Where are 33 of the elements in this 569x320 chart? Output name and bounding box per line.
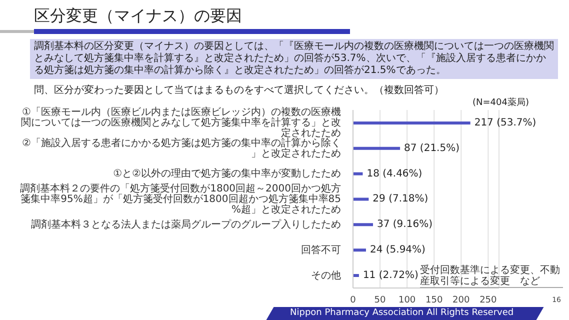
x-tick-label: 250 [480,295,498,306]
bar [353,198,369,201]
data-label: 87 (21.5%) [404,142,460,154]
bar [353,223,374,226]
x-tick-label: 0 [350,295,356,306]
bar [353,172,363,176]
data-label: 29 (7.18%) [372,194,428,205]
data-label: 11 (2.72%) [362,270,419,282]
y-tick-label: 回答不可 [301,243,341,256]
y-tick-label: ②「施設入居する患者にかかる処方箋は処方箋の集中率の計算から除く」と改定されたため [22,136,341,159]
text: 問、区分が変わった要因として当てはまるものをすべて選択してください。（複数回答可） [34,84,444,97]
text: Nippon Pharmacy Association All Rights Reserved [290,307,514,320]
x-tick-label: 150 [426,295,443,306]
x-tick-label: 200 [452,295,470,306]
data-label: 18 (4.46%) [366,168,422,180]
y-tick-label: その他 [311,268,341,281]
y-tick-label: 調剤基本料２の要件の「処方箋受付回数が1800回超～2000回かつ処方箋集中率95%超」が「処方箋受付回数が1800回超かつ処方箋集中率85%超」と改定されたため [20,182,341,215]
text: 区分変更（マイナス）の要因 [34,6,242,27]
y-tick-label: ①「医療モール内（医療ビル内または医療ビレッジ内）の複数の医療機関については一つの医療機関とみなして処方箋集中率を計算する」と改定されたため [21,106,341,139]
y-tick-label: 調剤基本料３となる法人または薬局グループのグループ入りしたため [31,218,341,230]
x-tick-label: 50 [374,295,386,306]
chart-subtitle: 調剤基本料の区分変更（マイナス）の要因としては、「『医療モール内の複数の医療機関については一つの医療機関とみなして処方箋集中率を計算する』と改定されたため」の回答が53.7%、次いで、「『施設入居する患者にかかる処方箋は処方箋の集中率の計算から除く』と改定されたため」の回答が21.5%であった。 [30,39,558,79]
annotation: 受付回数基準による変更、不動産取引等による変更 など [420,265,563,288]
data-label: 217 (53.7%) [474,117,536,128]
bar [353,248,366,252]
text: (N=404薬局) [472,96,529,109]
bar [353,146,400,150]
bar [353,274,359,278]
data-label: 37 (9.16%) [377,219,433,230]
y-tick-label: ①と②以外の理由で処方箋の集中率が変動したため [113,167,341,180]
x-tick-label: 100 [398,295,416,306]
bar [353,121,470,124]
data-label: 24 (5.94%) [370,244,426,256]
